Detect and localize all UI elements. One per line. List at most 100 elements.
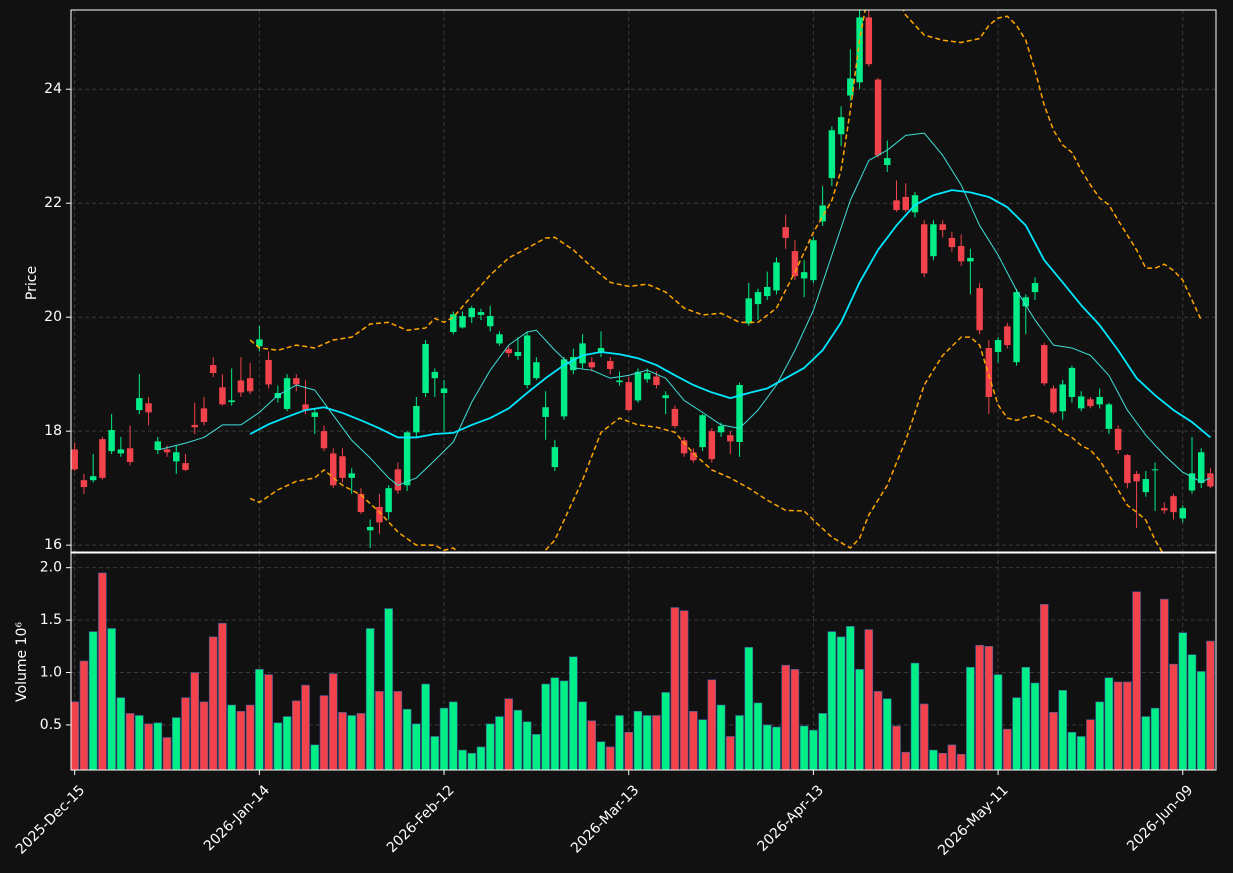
y-axis-label: Price <box>24 266 40 300</box>
candle-body <box>902 196 909 211</box>
candle-body <box>1161 508 1168 511</box>
volume-bar <box>458 749 467 770</box>
candle-body <box>939 224 946 230</box>
candle-body <box>256 339 263 347</box>
volume-bar <box>707 679 717 770</box>
candle-body <box>376 506 383 523</box>
volume-bar <box>116 697 126 770</box>
candle-body <box>634 371 642 401</box>
candle-body <box>994 339 1002 352</box>
candle-body <box>348 473 355 478</box>
volume-bar <box>661 692 670 770</box>
candle-body <box>847 78 854 96</box>
candle-body <box>173 452 180 462</box>
volume-bar <box>716 704 726 770</box>
volume-bar <box>393 691 403 770</box>
volume-bar <box>153 722 163 770</box>
candle-body <box>523 335 531 386</box>
candle-body <box>293 378 300 385</box>
volume-bar <box>966 666 975 770</box>
volume-bar <box>71 701 79 770</box>
volume-bar <box>799 725 809 770</box>
volume-axis-label: Volume 10⁶ <box>14 622 30 702</box>
grid <box>71 10 1216 770</box>
volume-bar <box>1039 604 1049 770</box>
volume-bar <box>485 723 495 770</box>
candle-body <box>717 426 725 433</box>
volume-bar <box>901 751 911 770</box>
candle-body <box>246 378 254 392</box>
volume-bar <box>273 722 283 770</box>
volume-bar <box>1132 591 1141 770</box>
candle-body <box>597 347 605 352</box>
y-tick-label: 20 <box>44 309 62 325</box>
candle-body <box>680 440 688 454</box>
volume-bar <box>1150 707 1160 770</box>
volume-bar <box>1049 712 1058 770</box>
candle-body <box>948 237 956 248</box>
volume-bar <box>144 723 153 770</box>
candle-body <box>394 469 402 491</box>
volume-bar <box>421 683 430 770</box>
candle-body <box>791 251 799 277</box>
candle-body <box>145 403 152 413</box>
candle-body <box>1142 479 1150 493</box>
volume-bar <box>624 731 633 770</box>
volume-bar <box>1086 719 1095 770</box>
candle-body <box>136 398 143 411</box>
volume-bar <box>1141 716 1151 770</box>
overlay-line <box>249 189 1212 439</box>
volume-bar <box>984 645 994 770</box>
volume-bar <box>1104 677 1114 770</box>
candle-body <box>459 316 466 328</box>
volume-bar <box>208 636 218 770</box>
candle-body <box>856 17 863 83</box>
volume-bar <box>726 736 735 770</box>
candle-body <box>431 371 439 379</box>
volume-bar <box>412 723 421 770</box>
candle-body <box>191 424 198 428</box>
candle-body <box>1004 326 1011 346</box>
candle-body <box>560 359 568 417</box>
volume-bar <box>162 737 172 770</box>
volume-bar <box>310 744 320 770</box>
volume-bar <box>384 608 393 770</box>
candle-body <box>745 298 752 324</box>
volume-bar <box>652 715 661 770</box>
volume-bar <box>495 716 504 770</box>
volume-bar <box>947 744 957 770</box>
candle-body <box>764 286 771 297</box>
candle-body <box>126 448 134 462</box>
candle-body <box>920 224 928 274</box>
volume-bar <box>522 721 532 770</box>
volume-bar <box>735 715 744 770</box>
volume-bar <box>892 725 901 770</box>
candle-body <box>727 435 734 442</box>
candle-body <box>357 493 365 513</box>
volume-bar <box>929 749 938 770</box>
candle-body <box>80 480 88 488</box>
candle-body <box>1197 452 1205 484</box>
candle-body <box>450 314 457 333</box>
candle-body <box>579 343 586 364</box>
volume-bar <box>1113 681 1123 770</box>
volume-bar <box>338 712 347 770</box>
volume-bar <box>107 628 116 770</box>
volume-bar <box>818 713 827 770</box>
candle-body <box>311 412 319 417</box>
volume-bar <box>541 683 550 770</box>
candle-body <box>320 431 328 449</box>
candle-body <box>1124 455 1131 484</box>
volume-bar <box>679 610 689 770</box>
y-tick-label: 18 <box>44 423 62 439</box>
volume-bar <box>1067 731 1077 770</box>
candle-body <box>330 453 337 486</box>
volume-bar <box>347 715 356 770</box>
volume-bar <box>587 720 597 770</box>
volume-bar <box>439 707 449 770</box>
candle-body <box>874 79 882 156</box>
volume-bar <box>1160 598 1169 770</box>
volume-bar <box>135 715 144 770</box>
candle-body <box>542 407 549 417</box>
volume-bar <box>762 724 772 770</box>
